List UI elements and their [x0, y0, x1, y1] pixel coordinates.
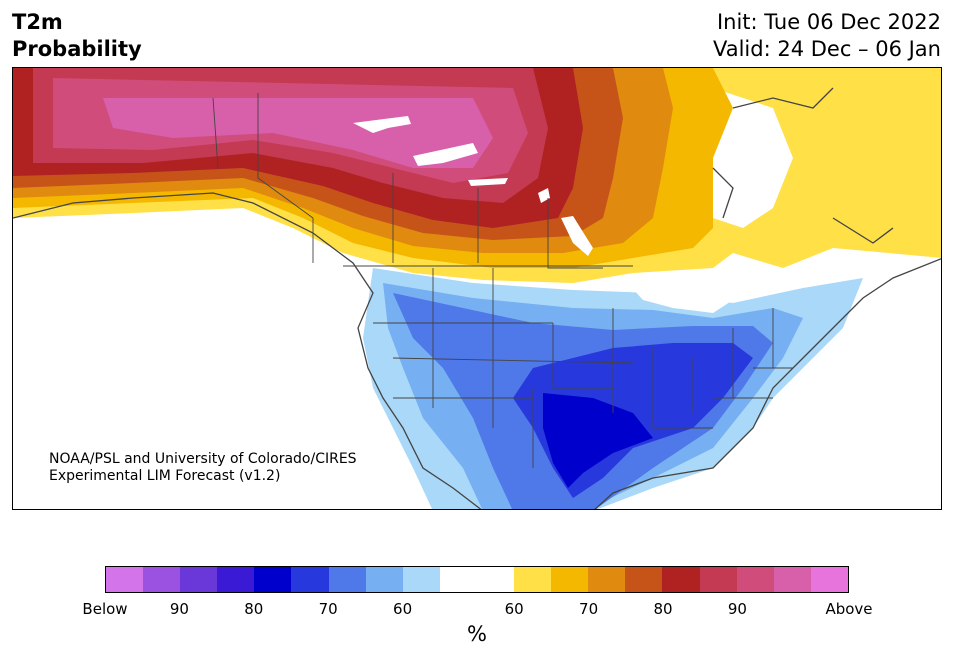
- probability-map: [12, 67, 942, 510]
- colorbar-swatch: [625, 567, 663, 592]
- colorbar-tick-label: 80: [653, 600, 673, 618]
- lake-4: [538, 188, 550, 203]
- credit-text: NOAA/PSL and University of Colorado/CIRE…: [49, 451, 357, 485]
- colorbar-swatch: [217, 567, 255, 592]
- probability-colorbar: [105, 566, 849, 593]
- colorbar-swatch: [588, 567, 626, 592]
- colorbar-tick-label: 60: [504, 600, 524, 618]
- warm-55-east-patch: [733, 68, 941, 238]
- coastline: [13, 87, 941, 509]
- colorbar-swatch: [291, 567, 329, 592]
- colorbar-swatch: [476, 567, 515, 592]
- colorbar-tick-label: 80: [244, 600, 264, 618]
- valid-range: Valid: 24 Dec – 06 Jan: [712, 37, 941, 61]
- colorbar-swatch: [773, 567, 811, 592]
- colorbar-tick-label: Above: [825, 600, 873, 618]
- title-line-2: Probability: [12, 37, 142, 61]
- warm-90-region: [103, 98, 493, 168]
- colorbar-unit: %: [467, 622, 487, 646]
- colorbar-swatch: [810, 567, 848, 592]
- colorbar-swatch: [365, 567, 403, 592]
- colorbar-tick-label: 70: [579, 600, 599, 618]
- colorbar-tick-label: 90: [727, 600, 747, 618]
- colorbar-tick-label: 60: [393, 600, 413, 618]
- init-date: Init: Tue 06 Dec 2022: [716, 10, 941, 34]
- colorbar-tick-label: 90: [169, 600, 189, 618]
- great-lakes: [623, 273, 733, 313]
- colorbar-swatch: [180, 567, 218, 592]
- map-title: T2m Probability: [12, 9, 142, 63]
- colorbar-tick-label: 70: [318, 600, 338, 618]
- credit-line-2: Experimental LIM Forecast (v1.2): [49, 468, 281, 484]
- colorbar-swatch: [143, 567, 181, 592]
- colorbar-swatch: [662, 567, 700, 592]
- colorbar-tick-label: Below: [82, 600, 128, 618]
- title-line-1: T2m: [12, 10, 63, 34]
- lake-1: [353, 116, 411, 133]
- colorbar-swatch: [328, 567, 366, 592]
- colorbar-swatch: [254, 567, 292, 592]
- colorbar-swatch: [551, 567, 589, 592]
- lake-3: [468, 178, 508, 186]
- lake-2: [413, 143, 478, 166]
- colorbar-swatch: [736, 567, 774, 592]
- colorbar-swatch: [402, 567, 440, 592]
- colorbar-swatch: [439, 567, 477, 592]
- cold-75-region: [543, 393, 653, 488]
- political-borders: [212, 93, 793, 468]
- colorbar-swatch: [699, 567, 737, 592]
- map-canvas: [13, 68, 941, 509]
- lake-5: [561, 216, 593, 256]
- forecast-dates: Init: Tue 06 Dec 2022 Valid: 24 Dec – 06…: [713, 9, 941, 63]
- colorbar-swatch: [514, 567, 552, 592]
- colorbar-swatch: [106, 567, 144, 592]
- credit-line-1: NOAA/PSL and University of Colorado/CIRE…: [49, 451, 357, 467]
